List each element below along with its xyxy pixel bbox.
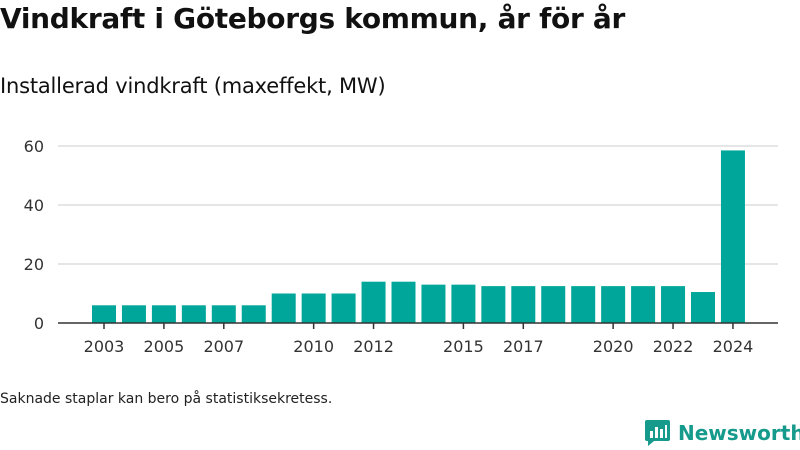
newsworthy-logo-icon: [645, 420, 670, 446]
y-tick-label: 60: [24, 137, 44, 156]
bar-chart: 0 20 40 60 2003 2005 2007 2010 2012 2015 2017 2020 2…: [24, 137, 778, 356]
bar-2019: [571, 286, 596, 323]
x-tick-label: 2003: [84, 337, 125, 356]
bar-2011: [331, 293, 356, 323]
bar-2020: [601, 286, 626, 323]
gridlines: [58, 145, 778, 265]
newsworthy-logo-text: Newsworthy: [678, 421, 800, 445]
y-tick-label: 40: [24, 196, 44, 215]
footnote: Saknade staplar kan bero på statistiksek…: [0, 391, 333, 407]
bar-2013: [391, 281, 416, 323]
bar-2007: [211, 305, 236, 323]
bar-2024: [720, 150, 745, 323]
x-tick-label: 2012: [353, 337, 394, 356]
bar-2023: [691, 292, 715, 323]
chart-subtitle: Installerad vindkraft (maxeffekt, MW): [0, 74, 386, 98]
bar-2012: [361, 281, 386, 323]
bar-2005: [151, 305, 176, 323]
x-tick-label: 2017: [503, 337, 544, 356]
newsworthy-logo: Newsworthy: [644, 419, 800, 447]
bar-2006: [181, 305, 206, 323]
x-tick-label: 2024: [713, 337, 754, 356]
bars: [92, 150, 745, 323]
x-tick-label: 2022: [653, 337, 694, 356]
bar-2021: [631, 286, 656, 323]
bar-2003: [92, 305, 116, 323]
y-tick-label: 0: [34, 314, 44, 333]
x-tick-label: 2020: [593, 337, 634, 356]
x-tick-label: 2015: [443, 337, 484, 356]
x-tick-label: 2010: [293, 337, 334, 356]
bar-2018: [541, 286, 566, 323]
bar-2008: [241, 305, 266, 323]
y-tick-label: 20: [24, 255, 44, 274]
x-tick-label: 2005: [144, 337, 185, 356]
bar-2014: [421, 284, 446, 323]
bar-2010: [301, 293, 326, 323]
axes: 0 20 40 60 2003 2005 2007 2010 2012 2015 2017 2020 2…: [24, 137, 778, 356]
bar-2004: [121, 305, 146, 323]
x-tick-label: 2007: [203, 337, 244, 356]
bar-2017: [511, 286, 536, 323]
bar-2009: [271, 293, 296, 323]
bar-2016: [481, 286, 506, 323]
chart-title: Vindkraft i Göteborgs kommun, år för år: [0, 2, 626, 35]
bar-2022: [661, 286, 686, 323]
bar-2015: [451, 284, 476, 323]
